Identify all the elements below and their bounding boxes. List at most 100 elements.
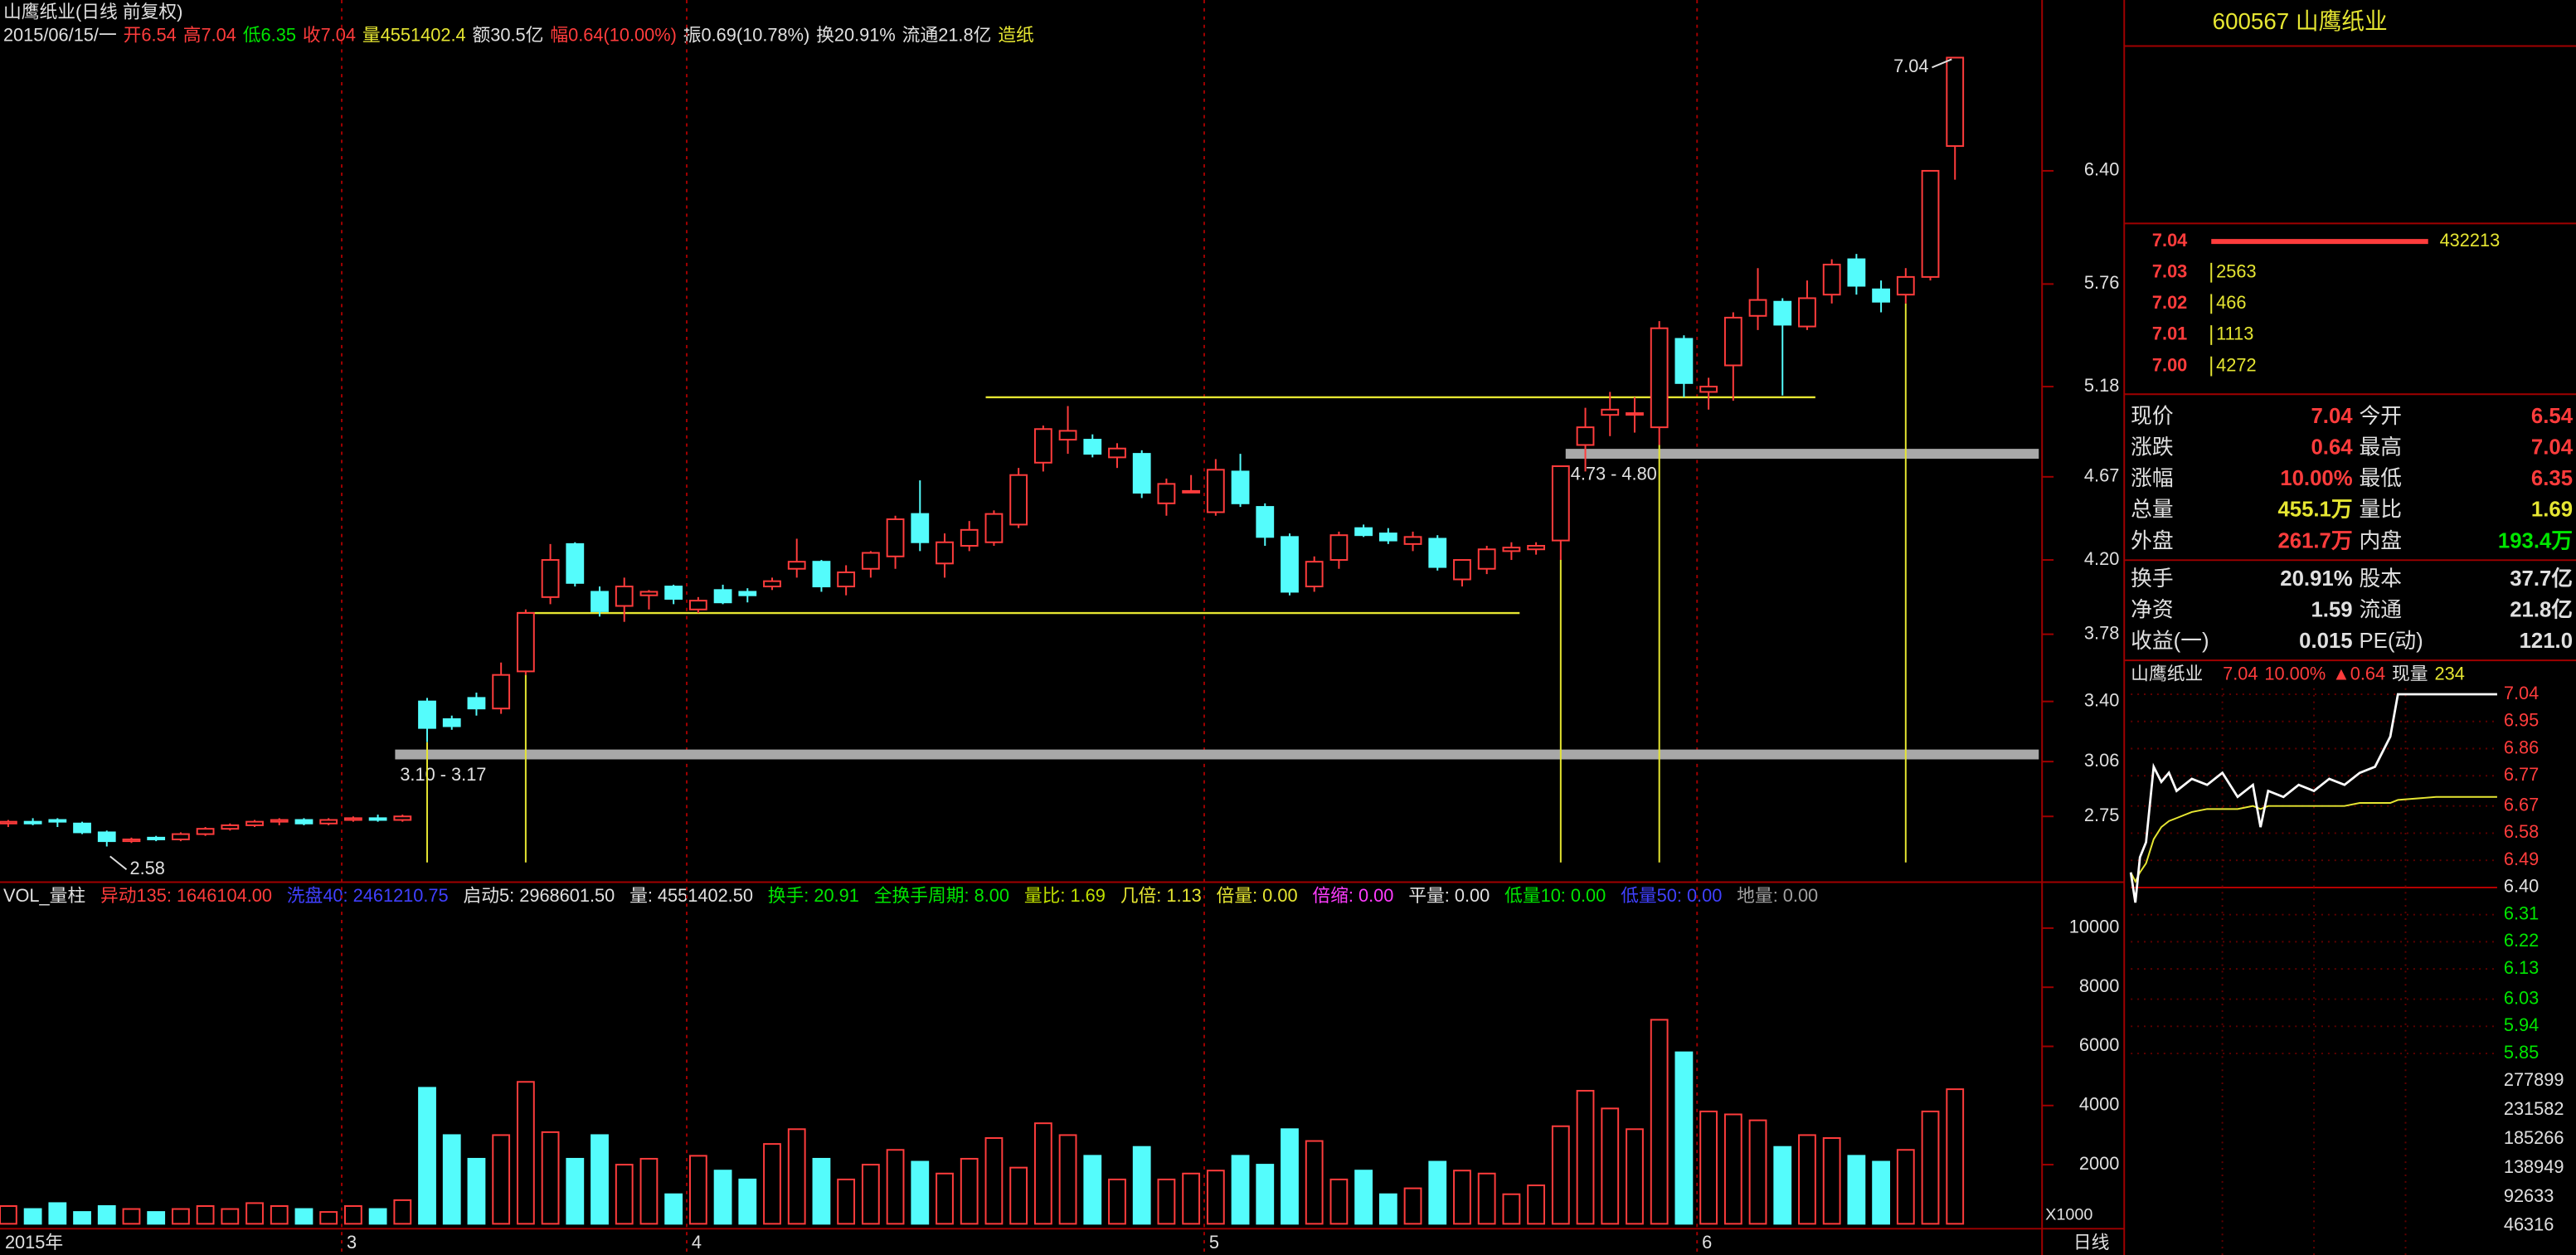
quote-value: 1.69	[2531, 499, 2573, 522]
volume-bar	[812, 1157, 831, 1225]
quote-label: 流通	[2360, 597, 2402, 621]
volume-bar	[837, 1178, 856, 1225]
quote-value: 121.0	[2520, 630, 2573, 653]
volume-bar	[1822, 1137, 1841, 1225]
candle-body	[1674, 338, 1694, 384]
candle-body	[1256, 506, 1275, 538]
volume-bar	[911, 1160, 930, 1225]
candle-body	[1748, 299, 1767, 317]
y-tick-label: 6.58	[2504, 821, 2539, 842]
volume-tick-label: 138949	[2504, 1156, 2564, 1177]
volume-bar	[713, 1170, 732, 1225]
candle-body	[147, 836, 166, 840]
info-item: ▲0.64	[2332, 664, 2385, 684]
y-tick-label: 6.95	[2504, 710, 2539, 731]
candle-body	[467, 697, 486, 710]
candle-body	[418, 700, 436, 729]
volume-bar	[1378, 1193, 1397, 1225]
volume-bar	[639, 1157, 659, 1225]
volume-bar	[368, 1208, 387, 1225]
candle-body	[1946, 56, 1965, 148]
volume-bar	[1527, 1184, 1546, 1225]
candle-body	[343, 817, 362, 821]
y-tick-label: 6.22	[2504, 930, 2539, 951]
y-tick-label: 10000	[2069, 917, 2120, 937]
quote-label: 净资	[2131, 597, 2173, 621]
y-tick-label: 3.40	[2084, 689, 2119, 710]
y-tick-label: 6000	[2079, 1034, 2119, 1055]
volume-bar	[541, 1131, 560, 1225]
volume-bar	[936, 1172, 954, 1225]
x-tick-label: 3	[347, 1232, 357, 1253]
unit-label: X1000	[2045, 1206, 2092, 1224]
y-tick-label: 6.40	[2504, 876, 2539, 897]
volume-bar	[122, 1208, 141, 1225]
volume-bar	[861, 1164, 880, 1225]
candle-body	[1305, 561, 1324, 588]
info-item: 平量: 0.00	[1408, 885, 1490, 906]
candle-body	[738, 591, 757, 596]
candle-body	[122, 838, 141, 843]
y-tick-label: 6.67	[2504, 794, 2539, 815]
volume-bar	[984, 1137, 1004, 1225]
quote-label: PE(动)	[2360, 630, 2423, 653]
candle-body	[319, 819, 338, 825]
book-price: 7.02	[2152, 292, 2187, 313]
y-tick-label: 6.40	[2084, 159, 2119, 180]
y-tick-label: 5.85	[2504, 1042, 2539, 1063]
candle-body	[1822, 263, 1841, 296]
info-item: 几倍: 1.13	[1120, 885, 1202, 906]
zone-label: 4.73 - 4.80	[1571, 464, 1657, 484]
volume-bar	[97, 1204, 116, 1225]
max-label: 7.04	[1893, 56, 1928, 76]
volume-bar	[1896, 1149, 1915, 1225]
volume-bar	[1403, 1187, 1422, 1225]
chart-title: 山鹰纸业(日线 前复权)	[3, 2, 182, 22]
quote-label: 收益(一)	[2131, 629, 2209, 653]
info-item: 异动135: 1646104.00	[100, 885, 272, 906]
volume-bar	[591, 1134, 609, 1225]
y-tick-label: 5.76	[2084, 272, 2119, 293]
y-tick-label: 5.18	[2084, 375, 2119, 396]
candle-body	[1527, 545, 1546, 551]
period-label: 日线	[2073, 1232, 2110, 1253]
candle-body	[1033, 428, 1052, 464]
candle-body	[1699, 386, 1718, 393]
y-tick-label: 6.77	[2504, 764, 2539, 785]
volume-bar	[467, 1157, 486, 1225]
candle-body	[861, 552, 880, 570]
volume-bar	[393, 1199, 412, 1225]
volume-bar	[270, 1204, 289, 1225]
info-item: 全换手周期: 8.00	[874, 885, 1009, 906]
volume-bar	[221, 1208, 240, 1225]
book-volume: 1113	[2216, 323, 2253, 344]
candle-body	[566, 542, 585, 584]
candle-body	[1650, 327, 1669, 429]
book-volume: 432213	[2440, 230, 2501, 251]
volume-bar	[664, 1193, 683, 1225]
info-item: 流通21.8亿	[902, 24, 992, 45]
candle-body	[221, 824, 240, 830]
candle-body	[639, 591, 659, 596]
candle-body	[936, 541, 954, 565]
candle-body	[960, 528, 979, 547]
info-item: 量4551402.4	[362, 24, 466, 45]
candle-body	[1773, 300, 1792, 326]
y-tick-label: 6.49	[2504, 849, 2539, 869]
quote-value: 261.7万	[2277, 529, 2352, 552]
y-tick-label: 6.13	[2504, 957, 2539, 978]
candle-body	[1921, 169, 1940, 278]
quote-label: 涨幅	[2131, 466, 2173, 490]
info-item: 10.00%	[2264, 664, 2326, 684]
quote-value: 37.7亿	[2510, 567, 2573, 591]
volume-bar	[763, 1143, 781, 1225]
y-tick-label: 3.06	[2084, 750, 2119, 771]
volume-bar	[1256, 1164, 1275, 1225]
candle-body	[984, 513, 1004, 543]
candle-body	[73, 822, 91, 834]
book-price: 7.03	[2152, 260, 2187, 281]
min-arrow	[109, 855, 128, 870]
volume-bar	[1674, 1051, 1694, 1225]
info-item: 洗盘40: 2461210.75	[287, 885, 449, 906]
candle-body	[172, 833, 190, 840]
